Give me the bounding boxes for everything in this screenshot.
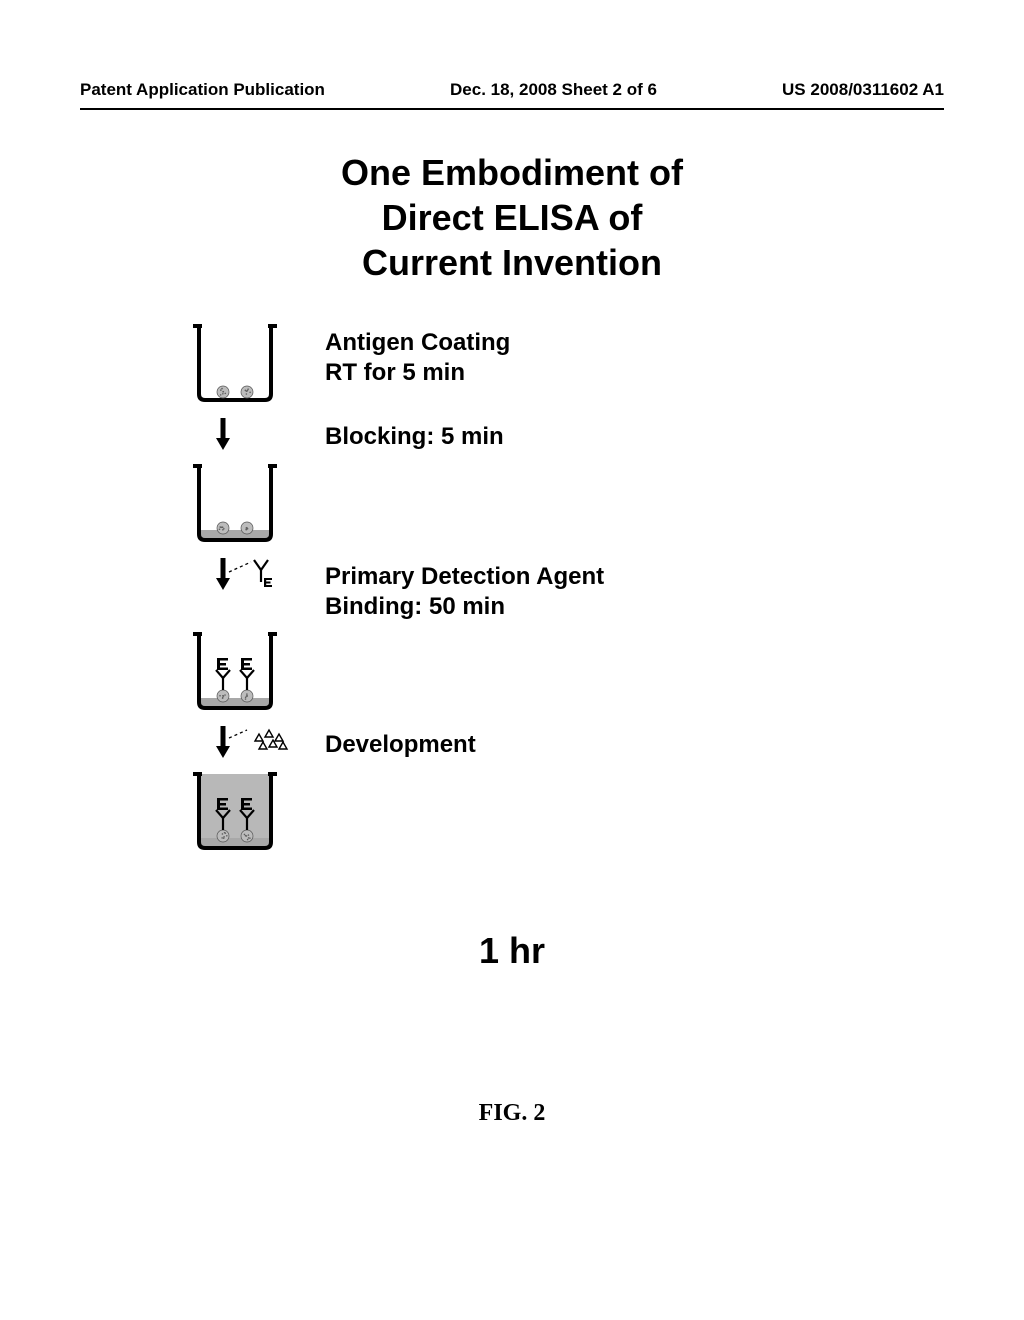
title-line-2: Direct ELISA of [0, 195, 1024, 240]
step-label [295, 768, 855, 776]
header-center: Dec. 18, 2008 Sheet 2 of 6 [450, 80, 657, 100]
title-line-1: One Embodiment of [0, 150, 1024, 195]
arrow-label-line: Binding: 50 min [325, 592, 855, 622]
diagram-step-row [175, 628, 855, 716]
arrow-column [175, 722, 295, 762]
well-column [175, 768, 295, 856]
header-left: Patent Application Publication [80, 80, 325, 100]
arrow-column [175, 554, 295, 594]
header-right: US 2008/0311602 A1 [782, 80, 944, 100]
diagram-step-row [175, 460, 855, 548]
step-label: Antigen CoatingRT for 5 min [295, 320, 855, 388]
arrow-row: Blocking: 5 min [175, 414, 855, 454]
title-line-3: Current Invention [0, 240, 1024, 285]
arrow-label-line: Primary Detection Agent [325, 562, 855, 592]
step-label-line: RT for 5 min [325, 358, 855, 388]
header-rule [80, 108, 944, 110]
figure-title: One Embodiment of Direct ELISA of Curren… [0, 150, 1024, 285]
step-label [295, 628, 855, 636]
well-column [175, 628, 295, 716]
diagram-step-row: Antigen CoatingRT for 5 min [175, 320, 855, 408]
step-label [295, 460, 855, 468]
step-label-line: Antigen Coating [325, 328, 855, 358]
figure-label: FIG. 2 [0, 1100, 1024, 1127]
arrow-column [175, 414, 295, 454]
arrow-row: Development [175, 722, 855, 762]
elisa-diagram: Antigen CoatingRT for 5 min Blocking: 5 m… [175, 320, 855, 862]
arrow-row: Primary Detection AgentBinding: 50 min [175, 554, 855, 622]
arrow-label: Blocking: 5 min [295, 414, 855, 452]
page-header: Patent Application Publication Dec. 18, … [80, 80, 944, 100]
well-column [175, 460, 295, 548]
arrow-label: Primary Detection AgentBinding: 50 min [295, 554, 855, 622]
well-column [175, 320, 295, 408]
arrow-label: Development [295, 722, 855, 760]
diagram-step-row [175, 768, 855, 856]
arrow-label-line: Development [325, 730, 855, 760]
arrow-label-line: Blocking: 5 min [325, 422, 855, 452]
total-time: 1 hr [0, 930, 1024, 972]
